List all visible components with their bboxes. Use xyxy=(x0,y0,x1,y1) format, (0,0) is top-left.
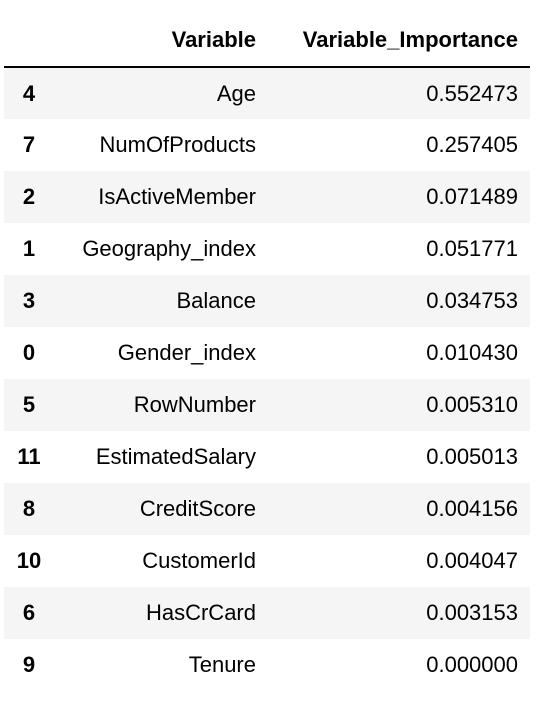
variable-cell: Balance xyxy=(176,288,256,313)
table-row: 1 Geography_index 0.051771 xyxy=(4,223,530,275)
table-row: 5 RowNumber 0.005310 xyxy=(4,379,530,431)
importance-cell: 0.005013 xyxy=(426,444,518,469)
variable-cell: NumOfProducts xyxy=(99,132,257,157)
table-row: 6 HasCrCard 0.003153 xyxy=(4,587,530,639)
importance-column-header: Variable_Importance xyxy=(268,14,530,68)
table-row: 11 EstimatedSalary 0.005013 xyxy=(4,431,530,483)
importance-cell: 0.552473 xyxy=(426,80,518,106)
importance-cell: 0.257405 xyxy=(426,132,518,157)
row-index: 5 xyxy=(22,392,36,417)
importance-cell: 0.071489 xyxy=(426,184,518,209)
variable-column-header: Variable xyxy=(54,14,268,68)
row-index: 9 xyxy=(22,652,36,677)
importance-cell: 0.051771 xyxy=(426,236,518,261)
importance-cell: 0.005310 xyxy=(426,392,518,417)
variable-cell: Geography_index xyxy=(82,236,256,261)
table-row: 9 Tenure 0.000000 xyxy=(4,639,530,691)
row-index: 4 xyxy=(22,80,36,106)
importance-cell: 0.010430 xyxy=(426,340,518,365)
variable-importance-table: Variable Variable_Importance 4 Age 0.552… xyxy=(4,14,530,691)
row-index: 2 xyxy=(22,184,36,209)
importance-cell: 0.034753 xyxy=(426,288,518,313)
variable-cell: EstimatedSalary xyxy=(95,444,256,469)
table-row: 7 NumOfProducts 0.257405 xyxy=(4,119,530,171)
row-index: 8 xyxy=(22,496,36,521)
row-index: 1 xyxy=(22,236,36,261)
variable-cell: RowNumber xyxy=(133,392,256,417)
row-index: 10 xyxy=(16,548,42,573)
table-row: 0 Gender_index 0.010430 xyxy=(4,327,530,379)
variable-cell: CreditScore xyxy=(139,496,256,521)
index-column-header xyxy=(4,14,54,68)
importance-cell: 0.003153 xyxy=(426,600,518,625)
row-index: 7 xyxy=(22,132,36,157)
table-body: 4 Age 0.552473 7 NumOfProducts 0.257405 … xyxy=(4,67,530,691)
header-row: Variable Variable_Importance xyxy=(4,14,530,68)
importance-cell: 0.004047 xyxy=(426,548,518,573)
variable-cell: Age xyxy=(216,80,256,106)
table-row: 3 Balance 0.034753 xyxy=(4,275,530,327)
row-index: 11 xyxy=(17,444,41,469)
variable-cell: Gender_index xyxy=(117,340,256,365)
variable-cell: IsActiveMember xyxy=(98,184,256,209)
table-row: 8 CreditScore 0.004156 xyxy=(4,483,530,535)
row-index: 0 xyxy=(22,340,36,365)
importance-cell: 0.000000 xyxy=(426,652,518,677)
variable-cell: CustomerId xyxy=(142,548,256,573)
table-row: 4 Age 0.552473 xyxy=(4,67,530,119)
variable-cell: HasCrCard xyxy=(145,600,256,625)
variable-cell: Tenure xyxy=(188,652,256,677)
table-row: 2 IsActiveMember 0.071489 xyxy=(4,171,530,223)
row-index: 6 xyxy=(22,600,36,625)
table-row: 10 CustomerId 0.004047 xyxy=(4,535,530,587)
table-header: Variable Variable_Importance xyxy=(4,14,530,68)
importance-cell: 0.004156 xyxy=(426,496,518,521)
row-index: 3 xyxy=(22,288,36,313)
